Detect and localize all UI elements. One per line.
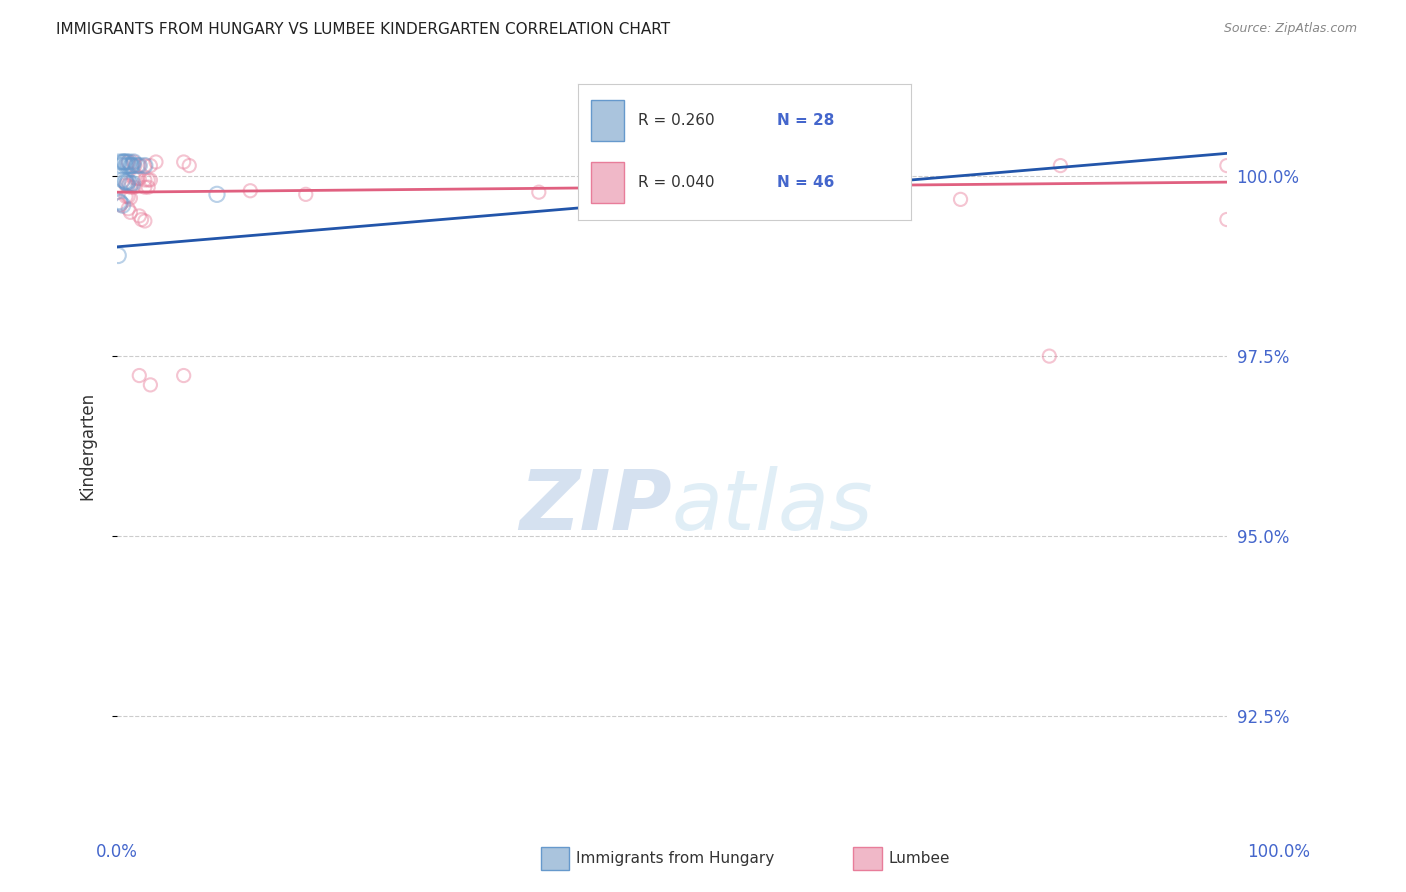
- Point: [139, 377, 162, 392]
- Point: [706, 185, 728, 199]
- Point: [128, 159, 150, 173]
- Point: [120, 180, 142, 194]
- Point: [114, 174, 136, 188]
- Point: [125, 171, 148, 186]
- Point: [111, 155, 134, 169]
- Point: [1216, 212, 1239, 227]
- Point: [134, 214, 156, 228]
- Point: [115, 178, 138, 192]
- Point: [107, 248, 129, 262]
- Point: [128, 209, 150, 223]
- Point: [124, 159, 146, 173]
- Point: [120, 159, 142, 173]
- Point: [108, 155, 131, 169]
- Text: 100.0%: 100.0%: [1247, 843, 1310, 861]
- Text: ZIP: ZIP: [519, 466, 672, 547]
- Point: [110, 196, 132, 211]
- Point: [125, 159, 148, 173]
- Text: 0.0%: 0.0%: [96, 843, 138, 861]
- Point: [122, 170, 145, 185]
- Point: [139, 159, 162, 173]
- Point: [139, 173, 162, 187]
- Point: [115, 159, 138, 173]
- Point: [1216, 159, 1239, 173]
- Point: [117, 202, 139, 216]
- Point: [110, 159, 132, 173]
- Point: [1038, 349, 1060, 363]
- Point: [115, 177, 138, 191]
- Point: [122, 155, 145, 169]
- Point: [173, 368, 195, 383]
- Point: [173, 155, 195, 169]
- Point: [128, 368, 150, 383]
- Y-axis label: Kindergarten: Kindergarten: [79, 392, 96, 500]
- Point: [115, 155, 138, 169]
- Point: [110, 198, 132, 212]
- Point: [122, 155, 145, 169]
- Point: [121, 177, 143, 191]
- Text: Immigrants from Hungary: Immigrants from Hungary: [576, 851, 775, 865]
- Point: [121, 159, 143, 173]
- Point: [527, 185, 550, 199]
- Text: IMMIGRANTS FROM HUNGARY VS LUMBEE KINDERGARTEN CORRELATION CHART: IMMIGRANTS FROM HUNGARY VS LUMBEE KINDER…: [56, 22, 671, 37]
- Point: [145, 155, 167, 169]
- Point: [117, 174, 139, 188]
- Point: [1049, 159, 1071, 173]
- Point: [294, 187, 316, 202]
- Point: [122, 180, 145, 194]
- Point: [120, 177, 142, 191]
- Text: atlas: atlas: [672, 466, 873, 547]
- Point: [115, 189, 138, 203]
- Point: [134, 159, 156, 173]
- Point: [111, 198, 134, 212]
- Point: [114, 155, 136, 169]
- Point: [117, 178, 139, 193]
- Point: [117, 155, 139, 169]
- Point: [205, 187, 228, 202]
- Point: [134, 173, 156, 187]
- Point: [111, 173, 134, 187]
- Point: [112, 155, 135, 169]
- Text: Source: ZipAtlas.com: Source: ZipAtlas.com: [1223, 22, 1357, 36]
- Point: [120, 191, 142, 205]
- Point: [772, 198, 794, 212]
- Point: [661, 159, 683, 173]
- Point: [131, 212, 153, 227]
- Point: [949, 193, 972, 207]
- Point: [136, 173, 159, 187]
- Point: [128, 159, 150, 173]
- Point: [128, 171, 150, 186]
- Point: [120, 205, 142, 219]
- Point: [118, 155, 141, 169]
- Point: [883, 159, 905, 173]
- Point: [108, 194, 131, 209]
- Point: [117, 159, 139, 173]
- Point: [239, 184, 262, 198]
- Point: [134, 159, 156, 173]
- Point: [136, 180, 159, 194]
- Text: Lumbee: Lumbee: [889, 851, 950, 865]
- Point: [134, 180, 156, 194]
- Point: [179, 159, 201, 173]
- Point: [115, 175, 138, 189]
- Point: [117, 189, 139, 203]
- Point: [605, 159, 627, 173]
- Point: [121, 159, 143, 173]
